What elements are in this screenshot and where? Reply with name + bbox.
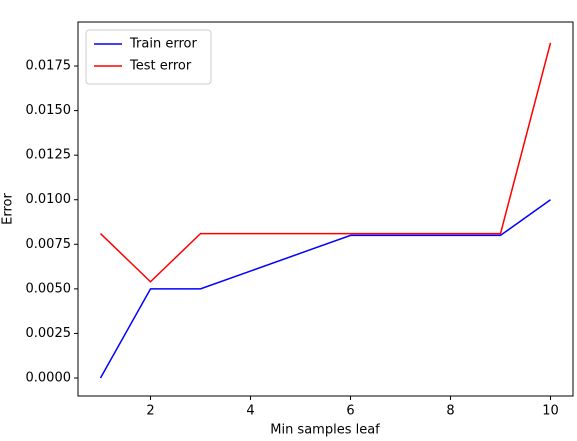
x-tick-label: 10 (542, 404, 559, 419)
legend-label: Train error (129, 37, 197, 52)
y-tick-label: 0.0150 (26, 103, 72, 118)
x-tick-label: 4 (246, 404, 254, 419)
x-tick-label: 6 (346, 404, 354, 419)
y-tick-label: 0.0050 (26, 281, 72, 296)
y-tick-label: 0.0100 (26, 192, 72, 207)
plot-frame (77, 21, 574, 397)
legend-label: Test error (129, 59, 192, 74)
y-tick-label: 0.0175 (26, 59, 72, 74)
y-axis-label: Error (1, 193, 16, 225)
x-tick-label: 2 (146, 404, 154, 419)
x-axis-label: Min samples leaf (270, 423, 380, 438)
y-tick-label: 0.0000 (26, 370, 72, 385)
x-tick-label: 8 (446, 404, 454, 419)
y-tick-label: 0.0075 (26, 237, 72, 252)
y-tick-label: 0.0025 (26, 326, 72, 341)
y-tick-label: 0.0125 (26, 148, 72, 163)
series-line (99, 199, 551, 379)
series-line (99, 42, 552, 283)
